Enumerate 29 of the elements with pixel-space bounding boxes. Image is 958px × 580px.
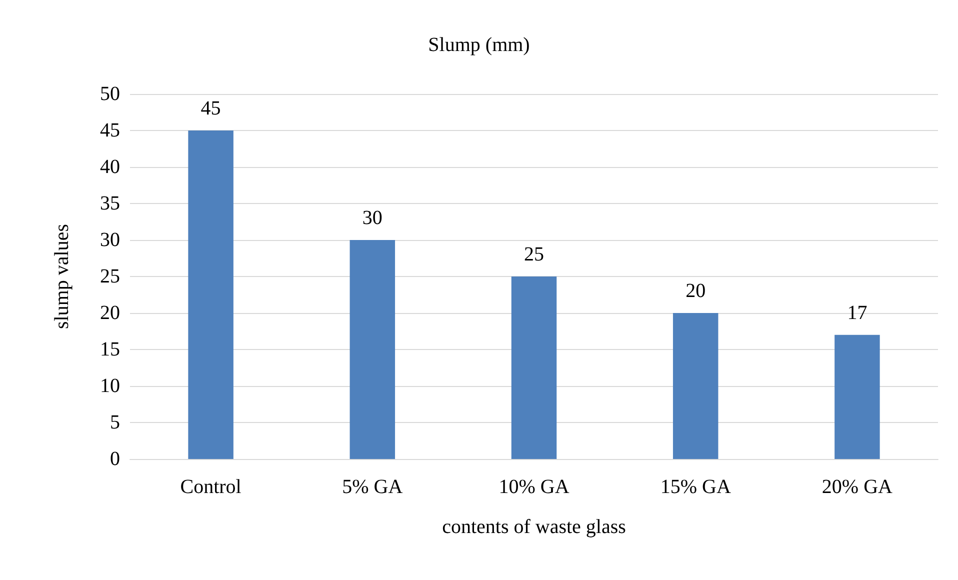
- y-tick-label: 35: [100, 192, 120, 214]
- y-tick-label: 10: [100, 375, 120, 397]
- x-tick-label: 10% GA: [498, 476, 570, 498]
- x-tick-label: 15% GA: [660, 476, 732, 498]
- y-tick-label: 20: [100, 302, 120, 324]
- y-tick-label: 25: [100, 266, 120, 288]
- y-tick-label: 45: [100, 120, 120, 142]
- y-tick-label: 30: [100, 229, 120, 251]
- data-label: 17: [847, 302, 868, 324]
- y-axis-title: slump values: [51, 224, 73, 329]
- x-axis-title: contents of waste glass: [442, 516, 626, 538]
- chart-title: Slump (mm): [428, 34, 530, 56]
- bar: [511, 276, 557, 459]
- x-tick-label: Control: [180, 476, 242, 498]
- bar: [350, 240, 396, 459]
- data-label: 20: [686, 280, 706, 302]
- data-label: 45: [200, 98, 221, 120]
- bar: [834, 334, 880, 459]
- y-tick-label: 0: [110, 448, 120, 470]
- y-tick-label: 50: [100, 83, 120, 105]
- bar: [672, 313, 718, 459]
- x-tick-label: 5% GA: [342, 476, 404, 498]
- bar: [188, 130, 234, 459]
- x-tick-label: 20% GA: [822, 476, 894, 498]
- data-label: 30: [362, 207, 382, 229]
- data-label: 25: [524, 244, 544, 266]
- y-tick-label: 15: [100, 338, 120, 360]
- y-tick-label: 5: [110, 412, 120, 434]
- y-tick-label: 40: [100, 156, 120, 178]
